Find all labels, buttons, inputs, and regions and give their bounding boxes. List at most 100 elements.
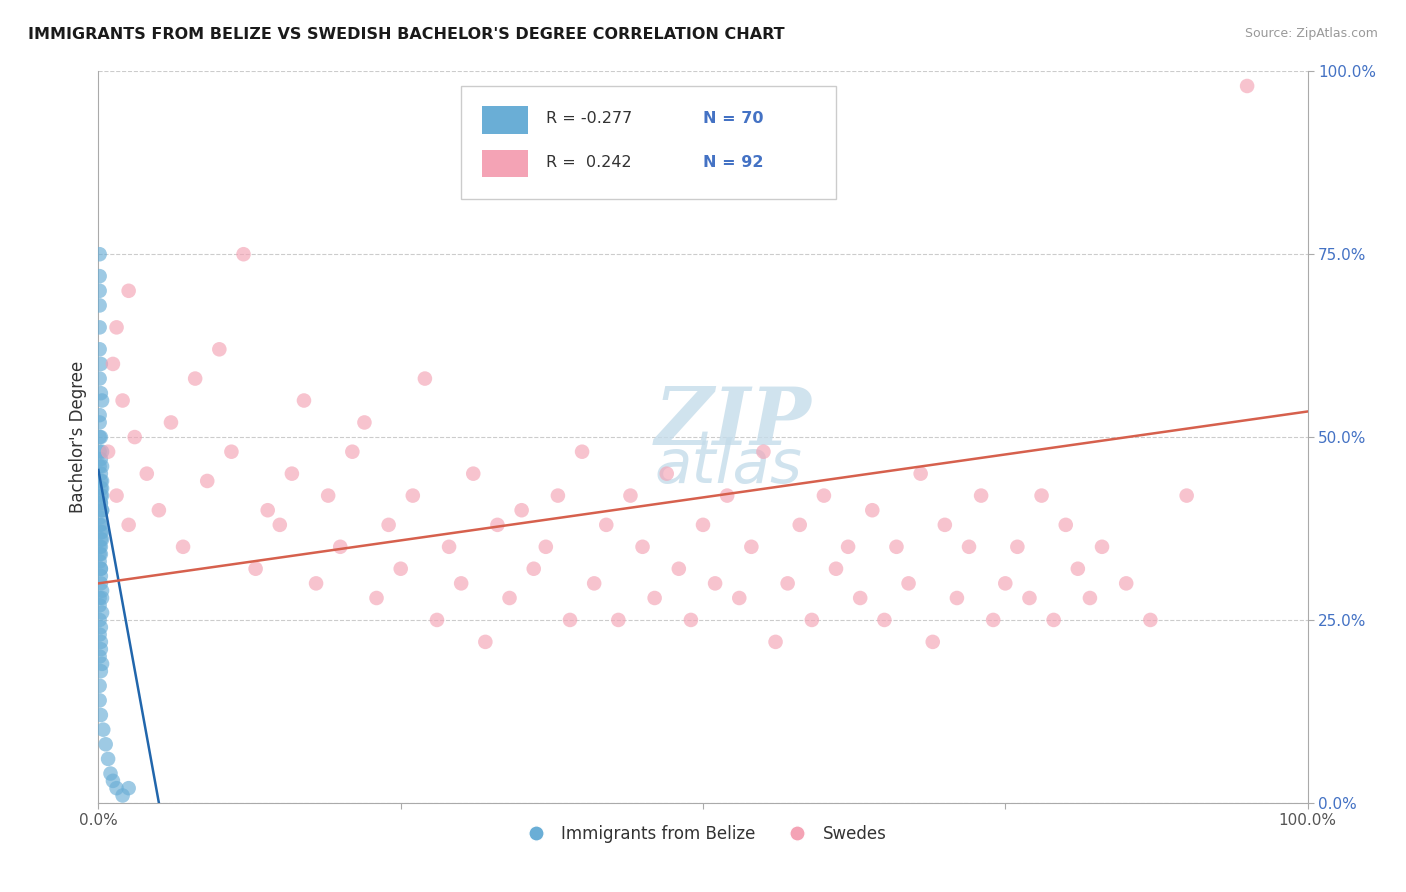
Swedes [644, 591, 666, 605]
Swedes [860, 503, 883, 517]
Immigrants from Belize [89, 649, 111, 664]
Legend: Immigrants from Belize, Swedes: Immigrants from Belize, Swedes [513, 818, 893, 849]
Swedes [148, 503, 170, 517]
Immigrants from Belize [91, 503, 114, 517]
Swedes [450, 576, 472, 591]
Immigrants from Belize [90, 525, 112, 540]
Immigrants from Belize [89, 599, 111, 613]
Swedes [105, 489, 128, 503]
Immigrants from Belize [89, 284, 111, 298]
Swedes [752, 444, 775, 458]
Swedes [1054, 517, 1077, 532]
Swedes [886, 540, 908, 554]
Immigrants from Belize [90, 386, 112, 401]
Text: IMMIGRANTS FROM BELIZE VS SWEDISH BACHELOR'S DEGREE CORRELATION CHART: IMMIGRANTS FROM BELIZE VS SWEDISH BACHEL… [28, 27, 785, 42]
Swedes [1139, 613, 1161, 627]
Immigrants from Belize [90, 642, 112, 657]
Immigrants from Belize [101, 773, 124, 788]
Swedes [111, 393, 134, 408]
Swedes [1078, 591, 1101, 605]
Immigrants from Belize [91, 481, 114, 495]
Swedes [232, 247, 254, 261]
Swedes [607, 613, 630, 627]
Swedes [269, 517, 291, 532]
Swedes [463, 467, 485, 481]
Text: N = 70: N = 70 [703, 112, 763, 127]
Swedes [426, 613, 449, 627]
Swedes [765, 635, 787, 649]
Immigrants from Belize [90, 452, 112, 467]
Text: R =  0.242: R = 0.242 [546, 155, 631, 170]
Immigrants from Belize [118, 781, 141, 796]
Immigrants from Belize [105, 781, 128, 796]
Text: R = -0.277: R = -0.277 [546, 112, 633, 127]
Immigrants from Belize [89, 547, 111, 561]
Immigrants from Belize [91, 591, 114, 605]
Swedes [1091, 540, 1114, 554]
Immigrants from Belize [89, 320, 111, 334]
Swedes [910, 467, 932, 481]
Swedes [631, 540, 654, 554]
Swedes [583, 576, 606, 591]
Swedes [595, 517, 617, 532]
Swedes [934, 517, 956, 532]
Swedes [105, 320, 128, 334]
Immigrants from Belize [89, 298, 111, 312]
Immigrants from Belize [90, 467, 112, 481]
Swedes [1031, 489, 1053, 503]
Swedes [172, 540, 194, 554]
Immigrants from Belize [91, 583, 114, 598]
Swedes [221, 444, 243, 458]
Swedes [704, 576, 727, 591]
Swedes [402, 489, 425, 503]
Immigrants from Belize [91, 525, 114, 540]
Swedes [474, 635, 496, 649]
Immigrants from Belize [90, 635, 112, 649]
Swedes [655, 467, 678, 481]
Swedes [1018, 591, 1040, 605]
Swedes [534, 540, 557, 554]
Immigrants from Belize [90, 489, 112, 503]
Swedes [184, 371, 207, 385]
Immigrants from Belize [91, 657, 114, 671]
Immigrants from Belize [89, 510, 111, 524]
Swedes [486, 517, 509, 532]
Swedes [118, 517, 141, 532]
Swedes [329, 540, 352, 554]
Immigrants from Belize [97, 752, 120, 766]
Immigrants from Belize [90, 540, 112, 554]
Swedes [619, 489, 641, 503]
Swedes [316, 489, 339, 503]
Swedes [981, 613, 1004, 627]
Text: Source: ZipAtlas.com: Source: ZipAtlas.com [1244, 27, 1378, 40]
Swedes [547, 489, 569, 503]
Swedes [1042, 613, 1064, 627]
Immigrants from Belize [89, 693, 111, 707]
Swedes [571, 444, 593, 458]
Immigrants from Belize [91, 489, 114, 503]
Immigrants from Belize [89, 371, 111, 385]
Swedes [1175, 489, 1198, 503]
Swedes [101, 357, 124, 371]
Swedes [873, 613, 896, 627]
Swedes [957, 540, 980, 554]
Immigrants from Belize [90, 562, 112, 576]
Swedes [849, 591, 872, 605]
Immigrants from Belize [91, 393, 114, 408]
Immigrants from Belize [89, 416, 111, 430]
Swedes [776, 576, 799, 591]
Swedes [195, 474, 218, 488]
Swedes [160, 416, 183, 430]
Text: atlas: atlas [655, 437, 803, 496]
Swedes [256, 503, 278, 517]
Swedes [118, 284, 141, 298]
Swedes [305, 576, 328, 591]
Swedes [437, 540, 460, 554]
Immigrants from Belize [89, 408, 111, 422]
Y-axis label: Bachelor's Degree: Bachelor's Degree [69, 361, 87, 513]
Immigrants from Belize [94, 737, 117, 751]
Immigrants from Belize [89, 444, 111, 458]
Swedes [692, 517, 714, 532]
Swedes [1007, 540, 1029, 554]
Immigrants from Belize [90, 576, 112, 591]
